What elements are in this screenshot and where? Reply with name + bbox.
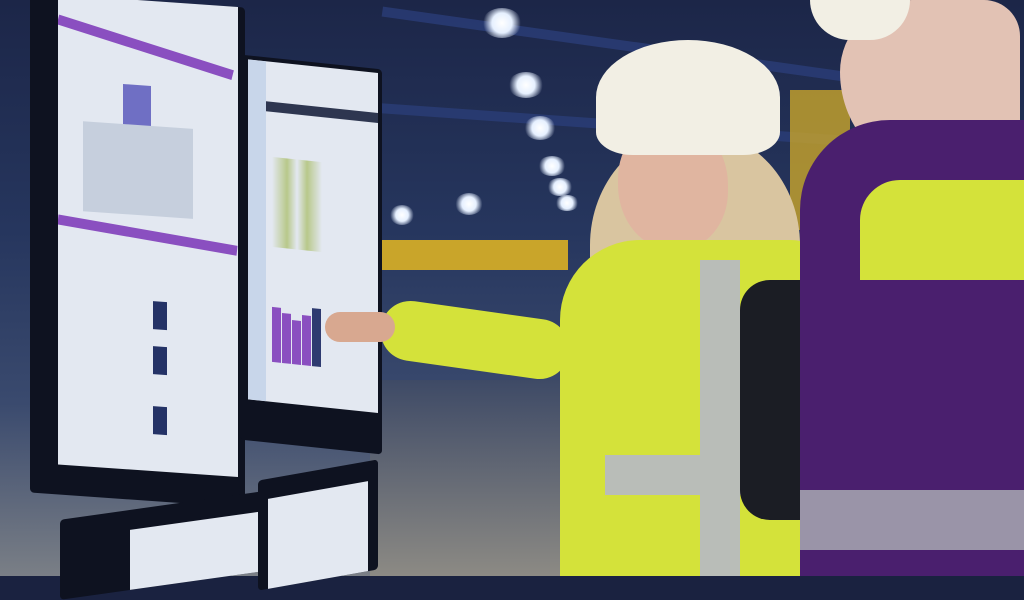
screen-sidebar — [248, 59, 266, 402]
monitor-left-screen — [58, 0, 238, 478]
yellow-crane-beam — [378, 240, 568, 270]
ceiling-light — [538, 156, 566, 176]
screen-toolbar — [266, 101, 378, 124]
screen-header-bar — [58, 14, 234, 80]
screen-gauge-icon — [153, 346, 167, 376]
ceiling-light — [390, 205, 414, 225]
screen-section-bar — [58, 214, 238, 256]
ceiling-light — [547, 178, 573, 196]
screen-gauge-icon — [153, 406, 167, 436]
screen-panel — [83, 121, 193, 219]
bar — [302, 315, 311, 366]
screen-bar-chart — [272, 302, 322, 368]
monitor-right-screen — [248, 59, 378, 414]
reflective-stripe — [700, 260, 740, 576]
ceiling-light — [508, 72, 544, 98]
console-screen — [268, 481, 368, 589]
pointing-hand — [325, 312, 395, 342]
man-vest — [860, 180, 1024, 280]
ceiling-light — [524, 116, 556, 140]
console-screen — [130, 511, 260, 590]
monitor-right — [240, 54, 382, 455]
bar — [282, 312, 291, 364]
hard-hat — [596, 40, 780, 155]
ceiling-light — [455, 193, 483, 215]
ceiling-light — [482, 8, 522, 38]
bar — [292, 320, 301, 365]
bar — [272, 306, 281, 363]
screen-gauge-icon — [153, 301, 167, 331]
reflective-stripe — [800, 490, 1024, 550]
screen-line-chart — [272, 156, 322, 253]
ceiling-light — [555, 195, 579, 211]
console-screen-right — [258, 459, 378, 591]
bar — [312, 308, 321, 368]
monitor-left — [30, 0, 245, 508]
